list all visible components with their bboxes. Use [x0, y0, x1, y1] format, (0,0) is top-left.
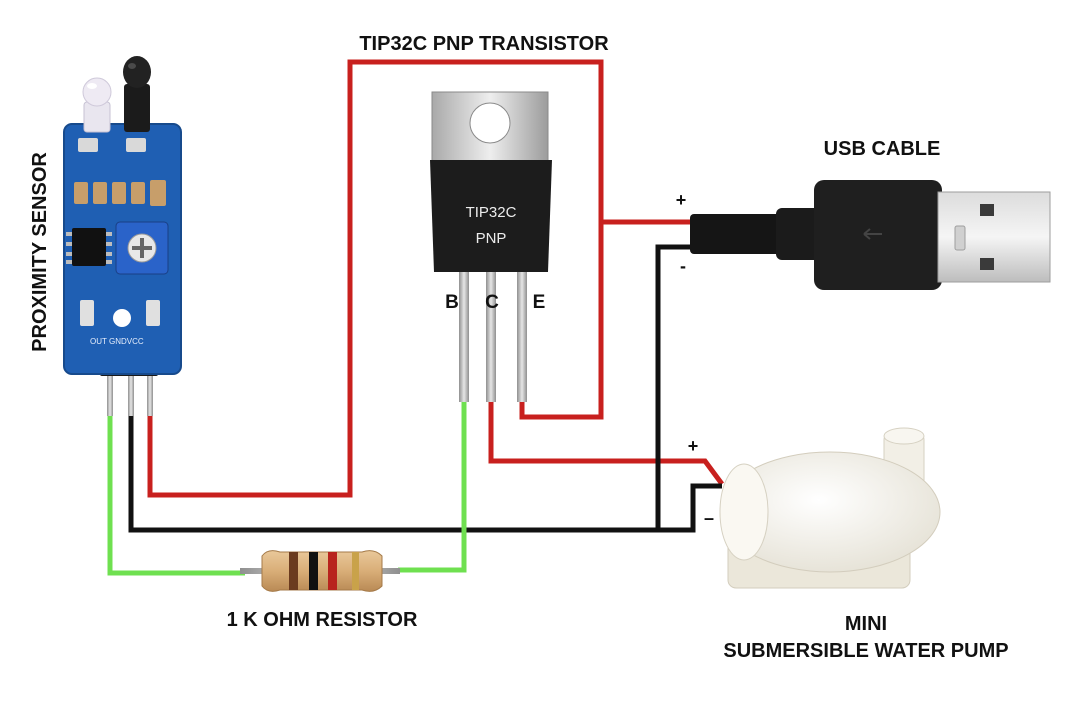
black-wire-gnd [128, 412, 722, 533]
transistor-body [430, 160, 552, 272]
potentiometer [115, 221, 169, 275]
resistor-band-3 [328, 552, 337, 590]
usb-plus-label: + [676, 190, 687, 210]
pump-minus-label: – [704, 508, 714, 528]
resistor-band-4 [352, 552, 359, 590]
transistor-mount-hole [469, 102, 511, 144]
ir-led-emitter [82, 77, 112, 133]
comparator-ic [72, 228, 106, 266]
red-wire-emitter [519, 222, 604, 420]
pump-plus-label: + [688, 436, 699, 456]
sensor-pin-labels: OUT GNDVCC [90, 337, 144, 346]
sensor-mount-hole [113, 309, 131, 327]
pump-label-line-1: MINI [845, 613, 887, 635]
usb-minus-label: - [680, 256, 686, 276]
resistor-1k [240, 550, 400, 592]
usb-cable [690, 180, 1051, 290]
pin-label-emitter: E [533, 292, 546, 313]
mini-water-pump [719, 427, 941, 589]
red-wire-vcc [147, 59, 690, 498]
transistor-leg-collector [486, 270, 496, 402]
green-wire-out [107, 412, 245, 576]
usb-cable-label: USB CABLE [824, 138, 941, 160]
transistor-leg-base [459, 270, 469, 402]
pin-label-collector: C [485, 292, 499, 313]
transistor-leg-emitter [517, 270, 527, 402]
black-wire-usb-minus [655, 244, 690, 530]
transistor-marking-1: TIP32C [466, 204, 517, 221]
resistor-body [261, 550, 383, 592]
green-wire-base [398, 400, 467, 573]
pump-label-line-2: SUBMERSIBLE WATER PUMP [723, 640, 1008, 662]
wires [107, 59, 725, 576]
resistor-band-1 [289, 552, 298, 590]
ir-led-receiver [123, 56, 151, 132]
proximity-sensor-label: PROXIMITY SENSOR [29, 152, 51, 352]
transistor-title-label: TIP32C PNP TRANSISTOR [359, 33, 609, 55]
pin-label-base: B [445, 292, 459, 313]
transistor-marking-2: PNP [476, 230, 507, 247]
pump-end-cap [719, 463, 769, 561]
usb-cable-wire [690, 214, 782, 254]
tip32c-transistor: TIP32C PNP [430, 91, 552, 402]
usb-symbol-icon [863, 228, 882, 240]
red-wire-collector [488, 400, 725, 486]
proximity-sensor-module: OUT GNDVCC [63, 56, 182, 416]
resistor-label: 1 K OHM RESISTOR [227, 609, 418, 631]
resistor-band-2 [309, 552, 318, 590]
